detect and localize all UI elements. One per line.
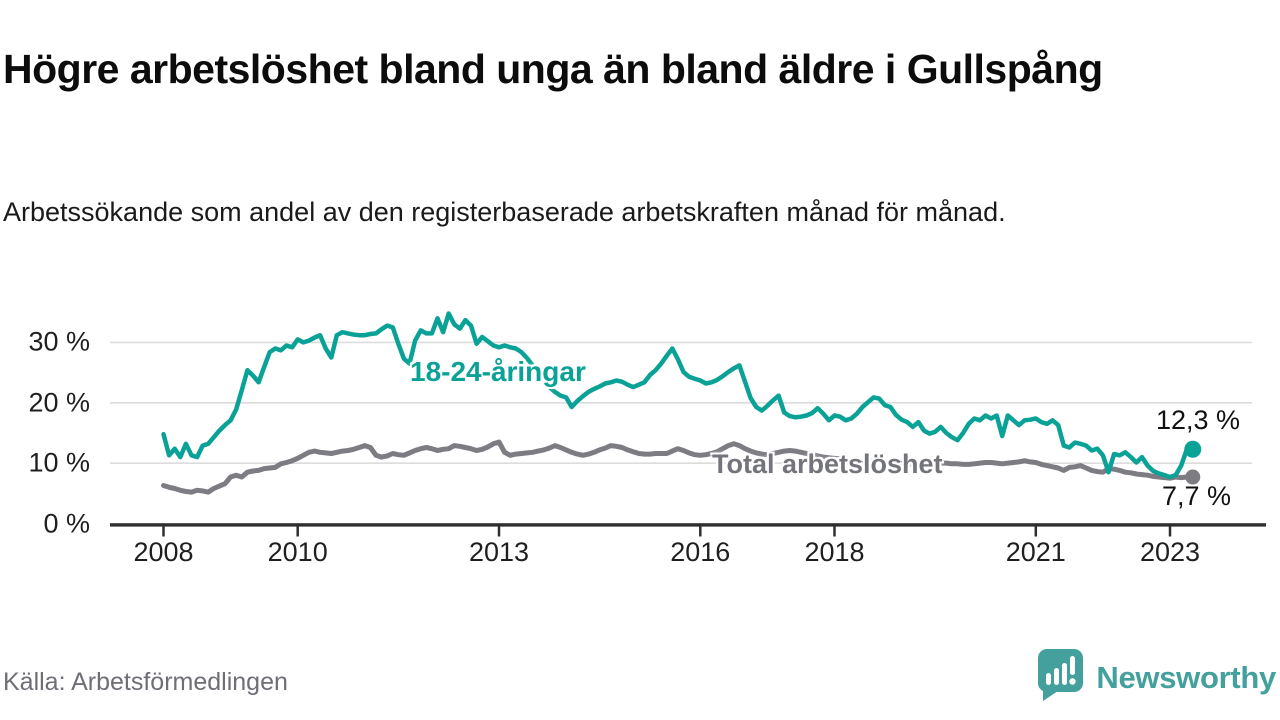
y-tick-label: 10 % — [28, 447, 90, 478]
x-tick-label: 2018 — [804, 537, 865, 567]
series-label-youth: 18-24-åringar — [410, 356, 586, 387]
x-tick-label: 2016 — [670, 537, 731, 567]
series-lines — [161, 311, 1190, 495]
source-note: Källa: Arbetsförmedlingen — [3, 668, 288, 696]
x-axis-line — [110, 523, 1266, 527]
end-value-total: 7,7 % — [1162, 481, 1232, 511]
series-label-total: Total arbetslöshet — [712, 449, 943, 479]
y-tick-label: 20 % — [28, 387, 90, 418]
brand-lockup: Newsworthy — [1037, 648, 1276, 707]
series-end-dots — [1184, 440, 1202, 485]
y-tick-label: 0 % — [43, 508, 90, 538]
brand-name: Newsworthy — [1096, 659, 1276, 695]
y-tick-label: 30 % — [28, 326, 90, 357]
x-tick-label: 2021 — [1005, 537, 1066, 567]
x-tick-label: 2008 — [133, 537, 194, 567]
x-axis-ticks — [162, 525, 1172, 537]
page-title: Högre arbetslöshet bland unga än bland ä… — [3, 46, 1103, 93]
end-value-youth: 12,3 % — [1156, 405, 1241, 435]
x-tick-label: 2013 — [468, 537, 530, 567]
x-tick-label: 2023 — [1139, 537, 1201, 567]
page-subtitle: Arbetssökande som andel av den registerb… — [3, 197, 1006, 227]
newsworthy-logo-icon — [1037, 648, 1084, 707]
x-tick-label: 2010 — [267, 537, 328, 567]
